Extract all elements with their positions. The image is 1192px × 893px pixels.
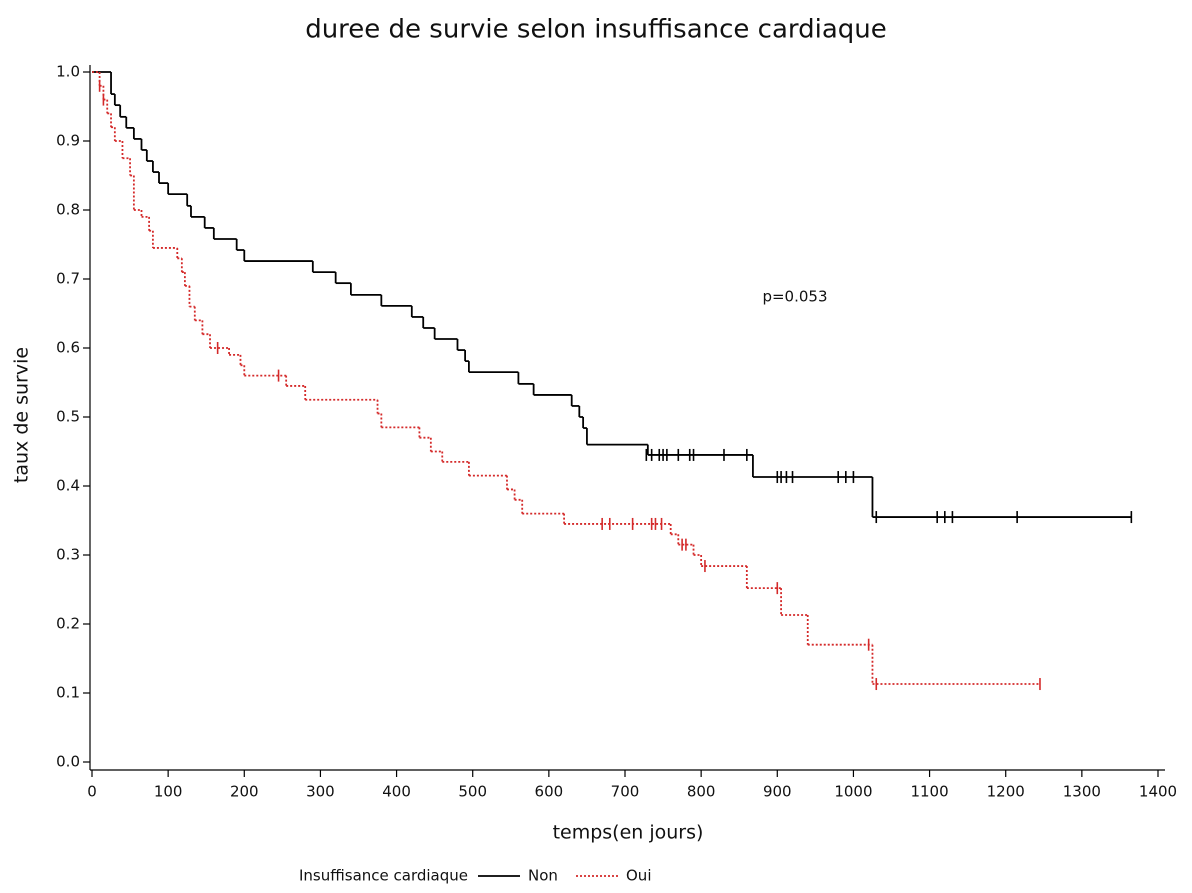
y-tick-label: 0.6 xyxy=(56,339,80,357)
legend-title: Insuffisance cardiaque xyxy=(299,867,468,885)
x-tick-label: 900 xyxy=(763,783,792,801)
x-tick-label: 400 xyxy=(382,783,411,801)
x-tick-label: 200 xyxy=(230,783,259,801)
annotation: p=0.053 xyxy=(762,288,827,306)
x-tick-label: 1000 xyxy=(834,783,872,801)
y-tick-label: 0.3 xyxy=(56,546,80,564)
x-tick-label: 800 xyxy=(687,783,716,801)
legend-label: Non xyxy=(528,867,558,885)
y-tick-label: 0.2 xyxy=(56,615,80,633)
x-tick-label: 500 xyxy=(458,783,487,801)
y-tick-label: 0.0 xyxy=(56,753,80,771)
x-axis-label: temps(en jours) xyxy=(553,822,704,844)
y-tick-label: 0.5 xyxy=(56,408,80,426)
y-tick-label: 0.7 xyxy=(56,270,80,288)
y-tick-label: 0.8 xyxy=(56,201,80,219)
x-tick-label: 0 xyxy=(87,783,97,801)
y-tick-label: 0.4 xyxy=(56,477,80,495)
x-tick-label: 1300 xyxy=(1063,783,1101,801)
x-tick-label: 100 xyxy=(154,783,183,801)
x-tick-label: 1200 xyxy=(987,783,1025,801)
x-tick-label: 1400 xyxy=(1139,783,1177,801)
y-axis-label: taux de survie xyxy=(11,347,33,483)
y-tick-label: 0.1 xyxy=(56,684,80,702)
x-tick-label: 700 xyxy=(611,783,640,801)
y-tick-label: 0.9 xyxy=(56,132,80,150)
chart-title: duree de survie selon insuffisance cardi… xyxy=(305,15,887,45)
x-tick-label: 1100 xyxy=(910,783,948,801)
x-tick-label: 300 xyxy=(306,783,335,801)
y-tick-label: 1.0 xyxy=(56,63,80,81)
x-tick-label: 600 xyxy=(535,783,564,801)
legend-label: Oui xyxy=(626,867,651,885)
